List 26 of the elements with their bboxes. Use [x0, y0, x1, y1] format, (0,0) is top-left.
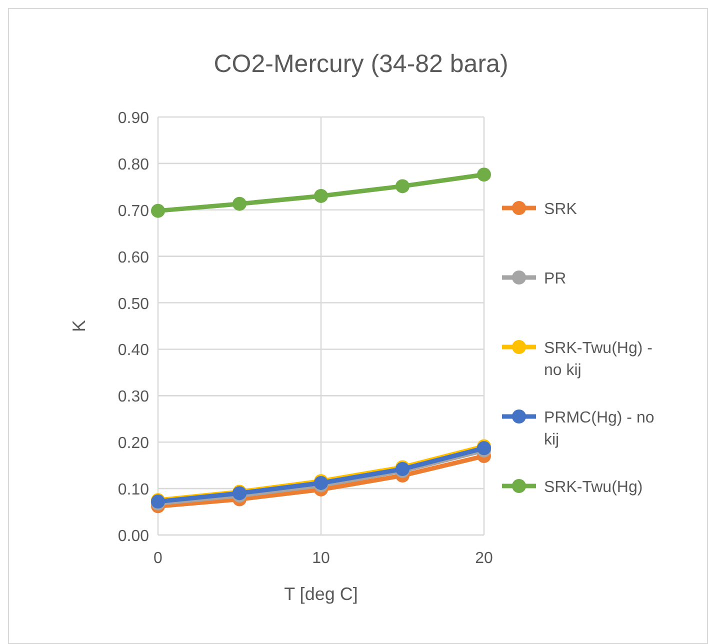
y-tick-label: 0.30	[118, 388, 150, 406]
y-tick-label: 0.70	[118, 202, 150, 220]
y-tick-label: 0.60	[118, 249, 150, 266]
x-tick-label: 10	[312, 550, 330, 567]
y-axis-title: K	[69, 320, 89, 332]
x-tick-label: 20	[475, 550, 493, 567]
y-tick-label: 0.10	[118, 482, 150, 499]
point	[151, 204, 165, 218]
point	[396, 179, 410, 194]
legend-label: SRK	[544, 201, 578, 218]
y-tick-label: 0.00	[118, 528, 150, 545]
legend-label: SRK-Twu(Hg)	[544, 479, 643, 496]
y-tick-label: 0.20	[118, 435, 150, 452]
point	[314, 188, 328, 203]
x-axis-title: T [deg C]	[284, 584, 358, 604]
y-tick-label: 0.40	[118, 342, 150, 360]
point	[232, 196, 246, 211]
legend-label: PR	[544, 270, 566, 288]
x-tick-label: 0	[154, 550, 163, 567]
point	[477, 168, 491, 182]
y-tick-label: 0.90	[118, 110, 150, 127]
legend-label: PRMC(Hg) - no kij	[544, 410, 654, 448]
y-tick-label: 0.50	[118, 296, 150, 313]
chart-title: CO2-Mercury (34-82 bara)	[214, 50, 508, 78]
legend-label: SRK-Twu(Hg) - no kij	[544, 340, 652, 379]
y-tick-label: 0.80	[118, 156, 150, 174]
